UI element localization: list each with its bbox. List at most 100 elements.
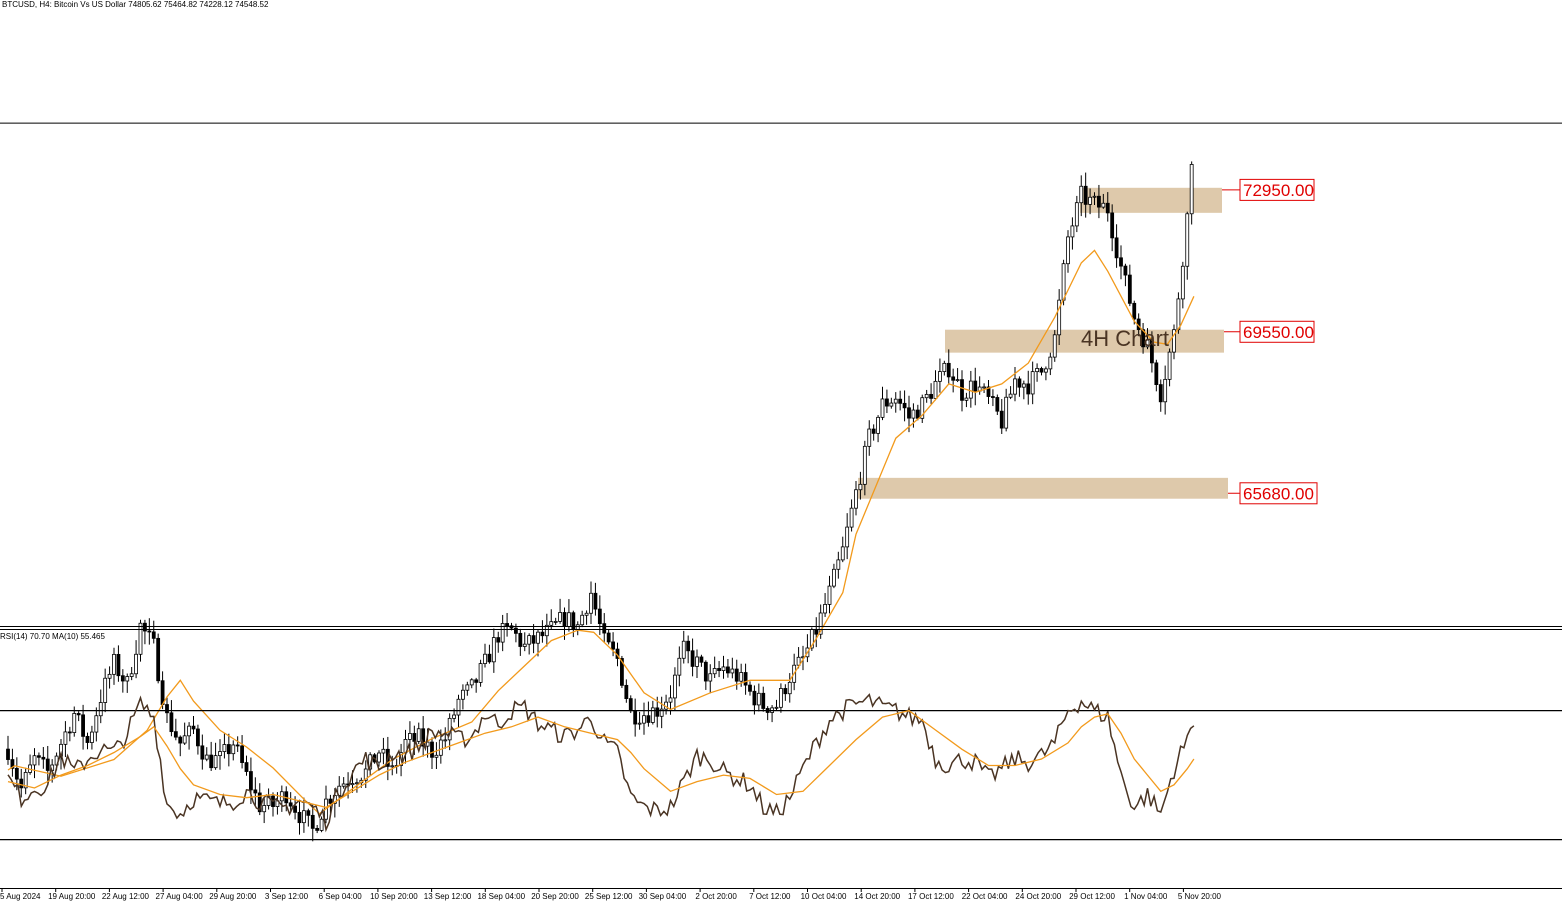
candle (659, 696, 664, 729)
candle (836, 551, 841, 579)
candle-body (196, 728, 200, 747)
candle-body (717, 668, 721, 672)
candle-body (1189, 164, 1194, 215)
candle (200, 734, 205, 770)
candle-body (650, 707, 655, 723)
candle-body (1110, 212, 1115, 239)
candle (421, 716, 426, 757)
candle (10, 748, 15, 777)
candle (699, 654, 704, 667)
candle-body (421, 728, 426, 747)
candle (63, 721, 68, 758)
candle (500, 614, 505, 652)
candle (134, 640, 138, 679)
candle-body (540, 631, 545, 637)
candle-body (173, 731, 178, 738)
candle-body (14, 767, 19, 780)
candle-body (862, 445, 867, 485)
candle (279, 785, 284, 812)
x-tick-label: 29 Aug 20:00 (209, 892, 257, 901)
candle-body (1021, 383, 1026, 388)
candle-body (253, 789, 258, 794)
candle-body (500, 623, 505, 643)
candle-body (487, 653, 492, 663)
candle (474, 677, 479, 693)
candle (173, 718, 178, 741)
candle-body (443, 739, 448, 742)
candle (858, 471, 863, 500)
x-tick-label: 3 Sep 12:00 (265, 892, 309, 901)
candle (465, 681, 470, 696)
candle (977, 376, 982, 395)
candle-body (1017, 378, 1022, 388)
candle-body (907, 407, 911, 419)
candle (302, 797, 306, 833)
candle-body (1185, 213, 1190, 267)
candle (165, 696, 169, 724)
level-box-72950.00 (1239, 178, 1315, 201)
candle-body (41, 756, 46, 760)
candle-body (783, 688, 788, 695)
candle-body (584, 612, 589, 616)
candle-body (942, 362, 947, 372)
candle (1088, 188, 1092, 215)
candle-body (779, 688, 783, 708)
candle (23, 767, 28, 795)
candle (686, 635, 691, 664)
candle (982, 383, 986, 394)
candle-body (589, 592, 593, 614)
candle (1092, 192, 1097, 205)
candle (527, 633, 532, 655)
candle-body (112, 653, 116, 675)
candle-body (182, 735, 187, 744)
candle (1013, 366, 1017, 402)
candle-body (1026, 383, 1031, 395)
candle-body (222, 744, 227, 752)
candle (1079, 175, 1084, 217)
candle-body (668, 697, 673, 703)
candle-body (1101, 202, 1106, 208)
x-tick-label: 14 Oct 20:00 (854, 892, 900, 901)
candle (681, 630, 686, 664)
candle (898, 390, 903, 411)
candle-body (527, 635, 532, 645)
candle-body (514, 627, 518, 634)
candle-body (876, 416, 880, 434)
candle (1008, 386, 1013, 400)
candle-body (328, 798, 333, 804)
candle (611, 632, 615, 657)
candle-body (213, 755, 218, 769)
zone-65680.00 (858, 477, 1228, 499)
candle-body (818, 612, 823, 635)
candle-body (474, 679, 479, 683)
candle (814, 617, 819, 648)
candle (783, 684, 788, 701)
candle-body (721, 666, 726, 672)
candle (67, 726, 72, 742)
candle (730, 657, 735, 679)
candle (602, 613, 607, 643)
candle-body (929, 393, 933, 399)
candle-body (924, 393, 929, 399)
candle-body (659, 708, 664, 717)
candle (986, 380, 991, 405)
candle (72, 706, 77, 737)
candle (1167, 348, 1172, 387)
candle-body (94, 715, 99, 733)
candle (1123, 263, 1128, 287)
candle-body (889, 402, 894, 407)
candle-body (226, 744, 231, 755)
candle-body (606, 632, 611, 643)
candle-body (871, 428, 876, 434)
candle (315, 825, 320, 834)
candle (19, 768, 24, 798)
candle (1044, 366, 1048, 381)
candle (580, 610, 585, 628)
candle (1026, 370, 1031, 405)
candle (889, 397, 894, 409)
x-tick-label: 19 Aug 20:00 (48, 892, 96, 901)
level-labels: 72950.00 69550.00 65680.00 (1222, 178, 1318, 505)
candle-body (633, 710, 638, 725)
candle-body (1119, 257, 1123, 267)
